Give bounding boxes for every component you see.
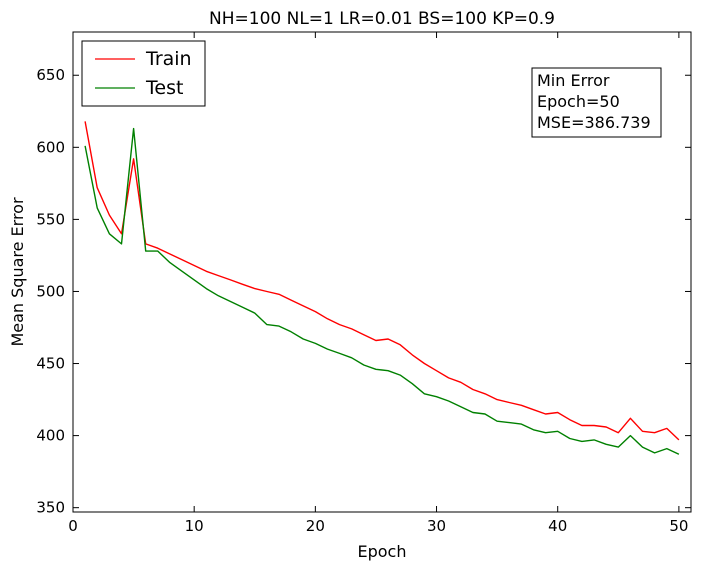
annotation-line-title: Min Error: [537, 71, 610, 90]
y-tick-label: 450: [36, 355, 65, 373]
series-line-train: [84, 121, 680, 441]
x-tick-label: 0: [68, 517, 78, 535]
x-tick-label: 30: [427, 517, 446, 535]
y-tick-label: 350: [36, 499, 65, 517]
x-axis: 0 10 20 30 40 50: [68, 32, 688, 535]
y-tick-label: 500: [36, 282, 65, 300]
y-tick-label: 600: [36, 138, 65, 156]
y-tick-label: 650: [36, 66, 65, 84]
series-layer: [84, 121, 680, 455]
min-error-annotation: Min Error Epoch=50 MSE=386.739: [531, 67, 662, 138]
y-tick-label: 400: [36, 427, 65, 445]
legend-label-test: Test: [145, 77, 183, 99]
x-tick-label: 40: [548, 517, 567, 535]
x-axis-title: Epoch: [358, 542, 407, 561]
chart-title: NH=100 NL=1 LR=0.01 BS=100 KP=0.9: [209, 9, 555, 29]
y-axis: 350 400 450 500 550 600 650: [36, 66, 691, 517]
y-axis-title: Mean Square Error: [8, 197, 27, 347]
x-tick-label: 50: [669, 517, 688, 535]
x-tick-label: 10: [185, 517, 204, 535]
legend-box: [81, 40, 206, 107]
annotation-box: [531, 67, 662, 138]
y-tick-label: 550: [36, 210, 65, 228]
series-line-test: [84, 127, 680, 455]
x-tick-label: 20: [306, 517, 325, 535]
annotation-line-mse: MSE=386.739: [537, 113, 651, 132]
annotation-line-epoch: Epoch=50: [537, 92, 620, 111]
legend: Train Test: [81, 40, 206, 107]
legend-label-train: Train: [145, 48, 192, 70]
plot-area-frame: [72, 31, 692, 513]
